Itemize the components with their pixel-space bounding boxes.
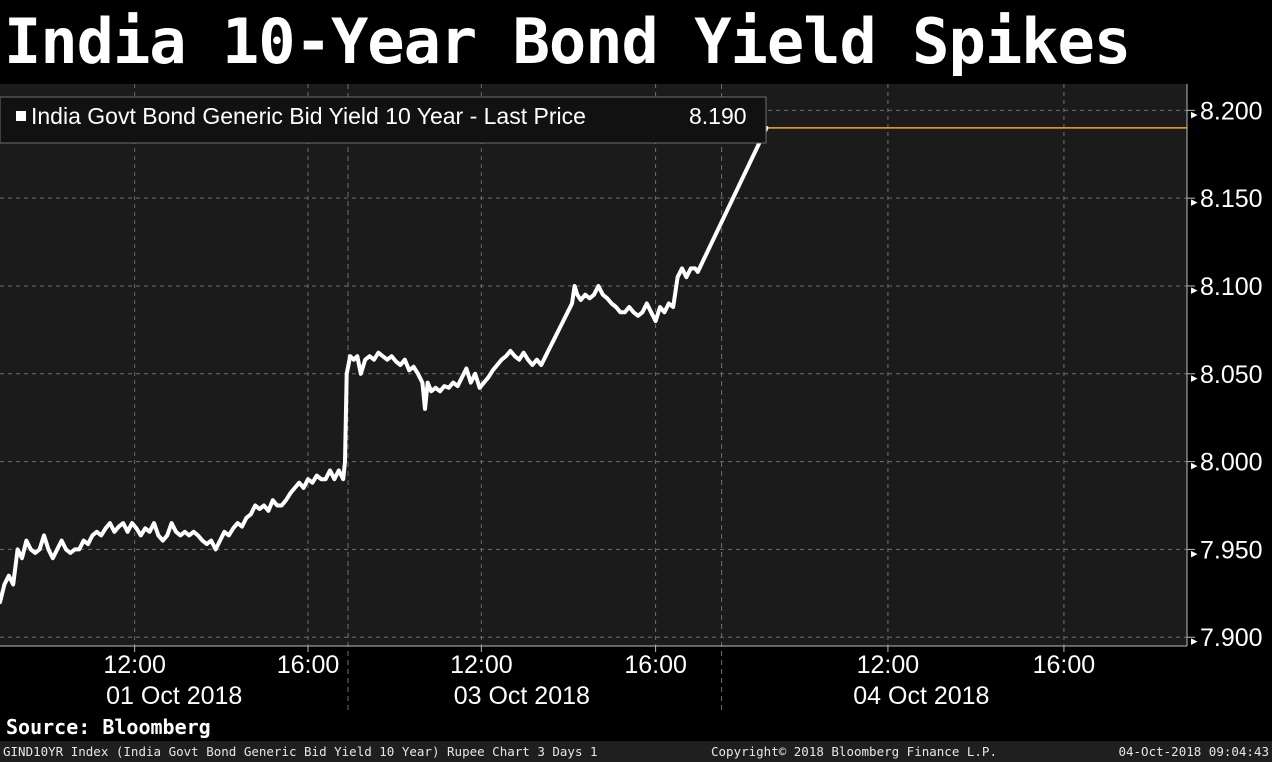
legend: India Govt Bond Generic Bid Yield 10 Yea… <box>0 96 767 144</box>
y-tick-label: 7.950 <box>1200 536 1263 564</box>
x-tick-label: 16:00 <box>1033 651 1096 679</box>
legend-value: 8.190 <box>689 103 747 129</box>
footer-index-description: GIND10YR Index (India Govt Bond Generic … <box>3 744 598 759</box>
y-tick-label: 8.050 <box>1200 361 1263 389</box>
y-tick-arrow: ▸ <box>1191 458 1198 473</box>
plot-area <box>0 84 1187 646</box>
y-tick-arrow: ▸ <box>1191 282 1198 297</box>
legend-box <box>0 96 767 144</box>
x-day-label: 01 Oct 2018 <box>106 682 242 710</box>
x-day-label: 03 Oct 2018 <box>454 682 590 710</box>
y-tick-label: 7.900 <box>1200 624 1263 652</box>
y-tick-arrow: ▸ <box>1191 194 1198 209</box>
x-day-label: 04 Oct 2018 <box>853 682 989 710</box>
x-axis: 12:00 16:00 12:00 16:00 12:00 16:00 01 Oct 201… <box>0 645 1187 710</box>
footer-copyright: Copyright© 2018 Bloomberg Finance L.P. <box>711 744 997 759</box>
y-tick-arrow: ▸ <box>1191 370 1198 385</box>
y-tick-label: 8.000 <box>1200 449 1263 477</box>
footer-timestamp: 04-Oct-2018 09:04:43 <box>1118 744 1269 759</box>
x-tick-label: 12:00 <box>450 651 513 679</box>
x-tick-label: 12:00 <box>857 651 920 679</box>
source-note: Source: Bloomberg <box>6 715 211 739</box>
x-tick-label: 12:00 <box>103 651 166 679</box>
y-tick-label: 8.100 <box>1200 273 1263 301</box>
bond-yield-chart: 12:00 16:00 12:00 16:00 12:00 16:00 01 Oct 201… <box>0 84 1263 710</box>
y-tick-arrow: ▸ <box>1191 106 1198 121</box>
y-tick-label: 8.200 <box>1200 97 1263 125</box>
y-tick-arrow: ▸ <box>1191 545 1198 560</box>
y-axis: ▸ 7.900▸ 7.950▸ 8.000▸ 8.050▸ 8.100▸ 8.150▸ 8.2… <box>1186 84 1263 652</box>
chart-title: India 10-Year Bond Yield Spikes <box>4 5 1131 78</box>
series-line-india-10y[interactable] <box>0 125 769 605</box>
legend-swatch <box>16 111 26 121</box>
y-tick-label: 8.150 <box>1200 185 1263 213</box>
x-tick-label: 16:00 <box>277 651 340 679</box>
x-tick-label: 16:00 <box>624 651 687 679</box>
y-tick-arrow: ▸ <box>1191 633 1198 648</box>
legend-label: India Govt Bond Generic Bid Yield 10 Yea… <box>31 103 586 129</box>
footer-bar: GIND10YR Index (India Govt Bond Generic … <box>0 741 1272 762</box>
